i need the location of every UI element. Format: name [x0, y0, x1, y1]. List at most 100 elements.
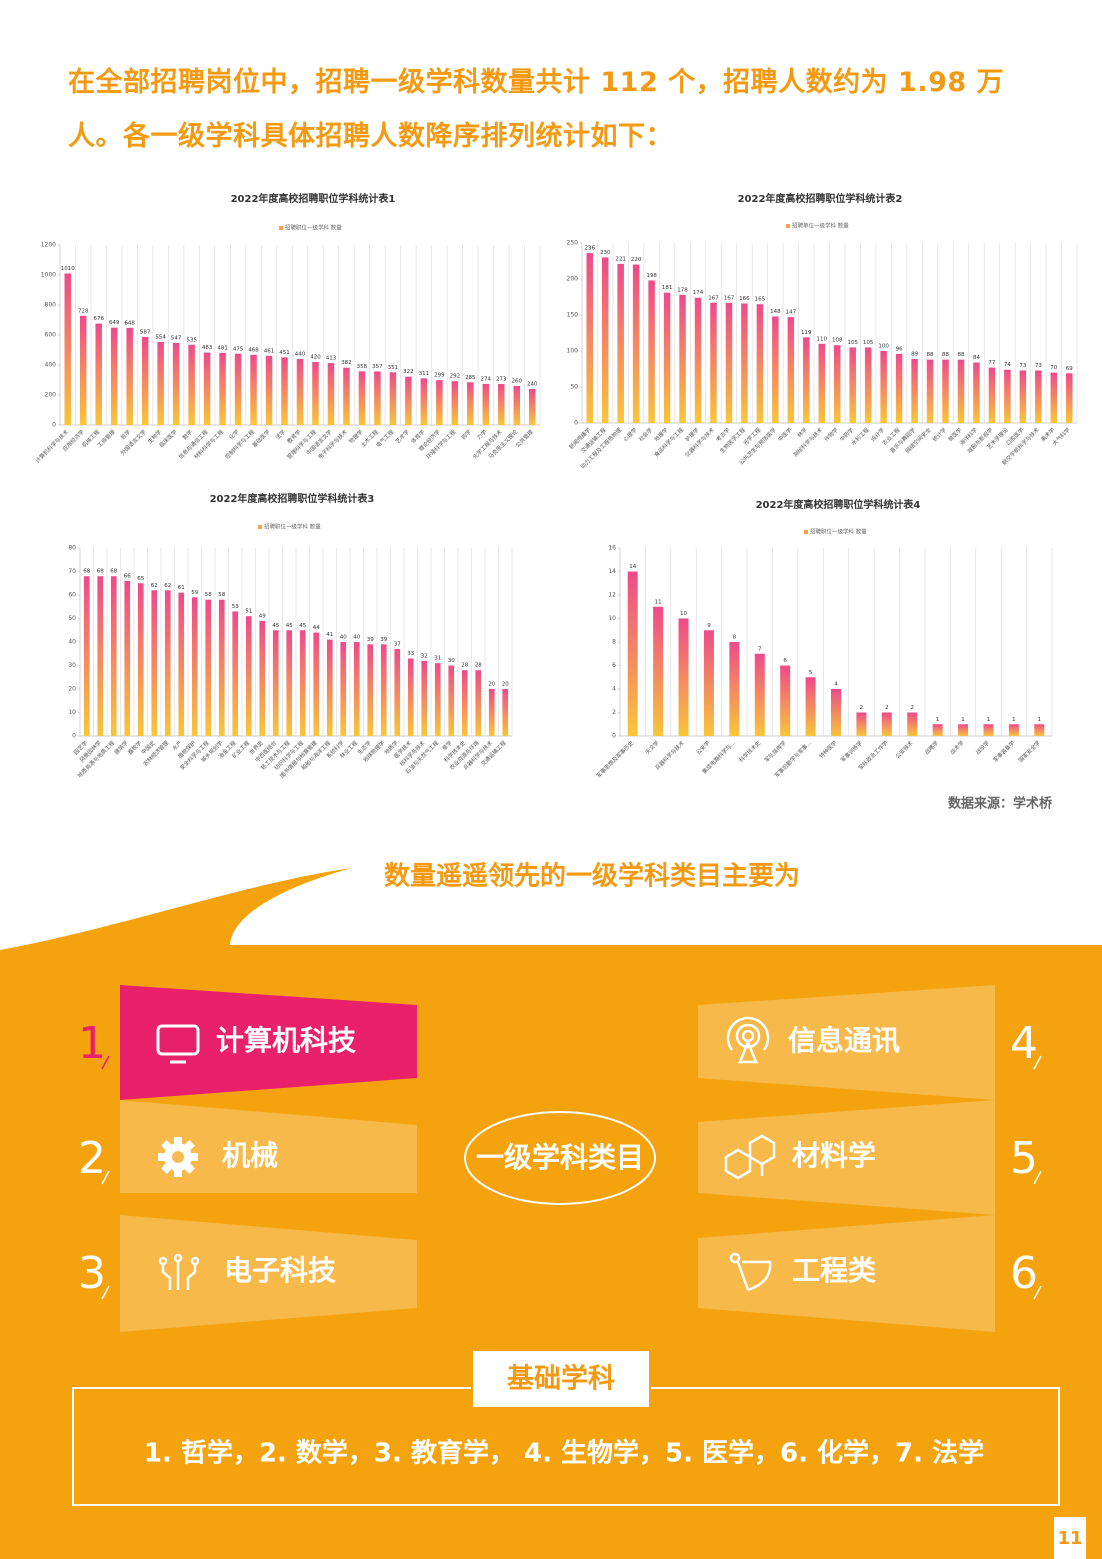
x-tick-label: 中医学: [776, 425, 794, 443]
bar: [110, 576, 117, 736]
x-tick-label: 工商管理: [95, 427, 117, 449]
value-label: 221: [615, 256, 626, 262]
y-tick-label: 4: [612, 686, 616, 693]
value-label: 420: [310, 355, 321, 361]
item-rank: 1: [78, 1018, 106, 1069]
value-label: 649: [109, 320, 120, 326]
bar: [529, 389, 536, 425]
bar: [482, 383, 490, 425]
bar: [513, 386, 521, 425]
value-label: 167: [724, 295, 735, 301]
bar: [434, 663, 441, 736]
value-label: 30: [448, 658, 455, 664]
x-tick-label: 心理学: [621, 425, 639, 443]
legend-swatch: [258, 525, 262, 529]
bar: [787, 317, 795, 423]
value-label: 73: [1035, 363, 1042, 369]
bar: [327, 363, 335, 425]
bar: [1066, 373, 1073, 423]
bar: [234, 353, 242, 425]
bar: [957, 359, 965, 423]
x-tick-label: 统计学: [931, 425, 949, 443]
value-label: 7: [758, 646, 762, 652]
value-label: 554: [155, 334, 166, 340]
item-band: [120, 1215, 417, 1332]
x-tick-label: 测绘科学与技术: [791, 425, 824, 458]
y-tick-label: 20: [68, 686, 76, 693]
value-label: 11: [655, 599, 662, 605]
value-label: 311: [419, 371, 430, 377]
bar: [694, 297, 702, 423]
item-label: 电子科技: [224, 1254, 336, 1287]
value-label: 535: [186, 337, 197, 343]
value-label: 6: [783, 658, 787, 664]
bar: [218, 599, 225, 736]
value-label: 89: [911, 351, 918, 357]
x-tick-label: 作物学: [822, 425, 840, 443]
value-label: 88: [927, 352, 934, 358]
bar: [756, 304, 764, 423]
value-label: 285: [465, 375, 476, 381]
value-label: 292: [450, 374, 461, 380]
value-label: 483: [202, 345, 213, 351]
item-label: 计算机科技: [216, 1024, 356, 1057]
item-band: [120, 1100, 417, 1193]
value-label: 40: [340, 635, 347, 641]
y-tick-label: 200: [45, 392, 57, 399]
y-tick-label: 1000: [41, 272, 56, 279]
value-label: 59: [191, 590, 198, 596]
item-rank: 3: [78, 1248, 106, 1299]
bar: [219, 352, 226, 425]
bar: [374, 371, 381, 425]
chart-title: 2022年度高校招聘职位学科统计表1: [231, 192, 396, 205]
x-tick-label: 科学技术史: [737, 738, 762, 763]
value-label: 240: [527, 382, 538, 388]
bar: [467, 382, 474, 425]
value-label: 88: [957, 352, 964, 358]
y-tick-label: 50: [68, 615, 76, 622]
chart-title: 2022年度高校招聘职位学科统计表4: [756, 498, 921, 511]
x-tick-label: 战术学: [948, 738, 966, 756]
value-label: 68: [83, 569, 90, 575]
bar: [448, 665, 455, 736]
value-label: 236: [584, 246, 595, 252]
x-tick-label: 公安学: [694, 738, 712, 756]
icon-monitor: [156, 1024, 200, 1064]
item-band: [120, 985, 417, 1100]
value-label: 728: [78, 308, 89, 314]
bar: [653, 606, 664, 736]
bar: [679, 294, 686, 423]
value-label: 2: [885, 705, 889, 711]
rank-slash: [1033, 1285, 1042, 1300]
bar: [461, 670, 468, 736]
y-tick-label: 30: [68, 662, 76, 669]
value-label: 198: [646, 273, 657, 279]
value-label: 100: [878, 344, 889, 350]
bar: [188, 344, 195, 425]
bar: [1019, 370, 1027, 423]
legend-label: 招聘职位一级学科 数量: [285, 224, 342, 232]
bar: [250, 354, 257, 425]
item-label: 信息通讯: [788, 1024, 900, 1057]
value-label: 119: [801, 330, 812, 336]
x-tick-label: 法学: [274, 427, 288, 441]
value-label: 1: [987, 717, 991, 723]
bar: [191, 597, 198, 736]
value-label: 105: [847, 340, 858, 346]
value-label: 45: [272, 623, 279, 629]
bar: [831, 689, 841, 736]
x-tick-label: 军事思想及军事历史: [595, 738, 636, 779]
bar: [678, 618, 689, 736]
x-tick-label: 战役学: [974, 738, 992, 756]
value-label: 108: [832, 338, 843, 344]
bar: [488, 689, 495, 736]
value-label: 481: [217, 345, 228, 351]
value-label: 20: [502, 682, 509, 688]
value-label: 1010: [61, 266, 75, 272]
value-label: 167: [708, 295, 719, 301]
item-label: 材料学: [792, 1139, 876, 1172]
value-label: 2: [860, 705, 864, 711]
bar: [265, 355, 273, 425]
value-label: 74: [1004, 362, 1011, 368]
